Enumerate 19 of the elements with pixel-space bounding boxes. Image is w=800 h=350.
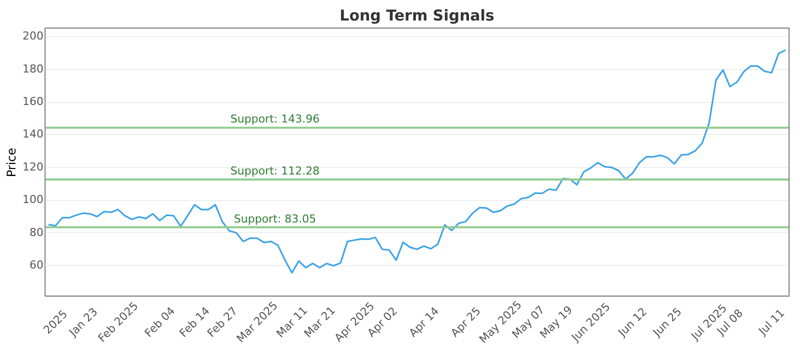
y-tick-label: 200	[22, 30, 44, 43]
x-tick-label: Jul 11	[756, 306, 788, 338]
x-tick-label: Feb 04	[142, 304, 178, 340]
y-tick-label: 100	[22, 193, 44, 206]
y-tick-label: 80	[30, 226, 44, 239]
y-tick-label: 160	[22, 95, 44, 108]
y-tick-label: 180	[22, 62, 44, 76]
y-tick-label: 140	[22, 128, 44, 141]
ref-line-label: Support: 143.96	[230, 112, 320, 126]
y-axis-title: Price	[4, 148, 19, 178]
chart-title: Long Term Signals	[340, 6, 494, 24]
line-series	[48, 49, 786, 274]
x-tick-label: Apr 14	[406, 304, 442, 340]
y-tick-label: 120	[22, 160, 44, 174]
ref-line-label: Support: 112.28	[230, 164, 320, 178]
x-tick-label: Jun 12	[615, 305, 650, 340]
x-tick-label: Jun 25	[650, 305, 684, 340]
y-tick-label: 60	[30, 258, 44, 272]
ref-line-label: Support: 83.05	[234, 212, 316, 226]
